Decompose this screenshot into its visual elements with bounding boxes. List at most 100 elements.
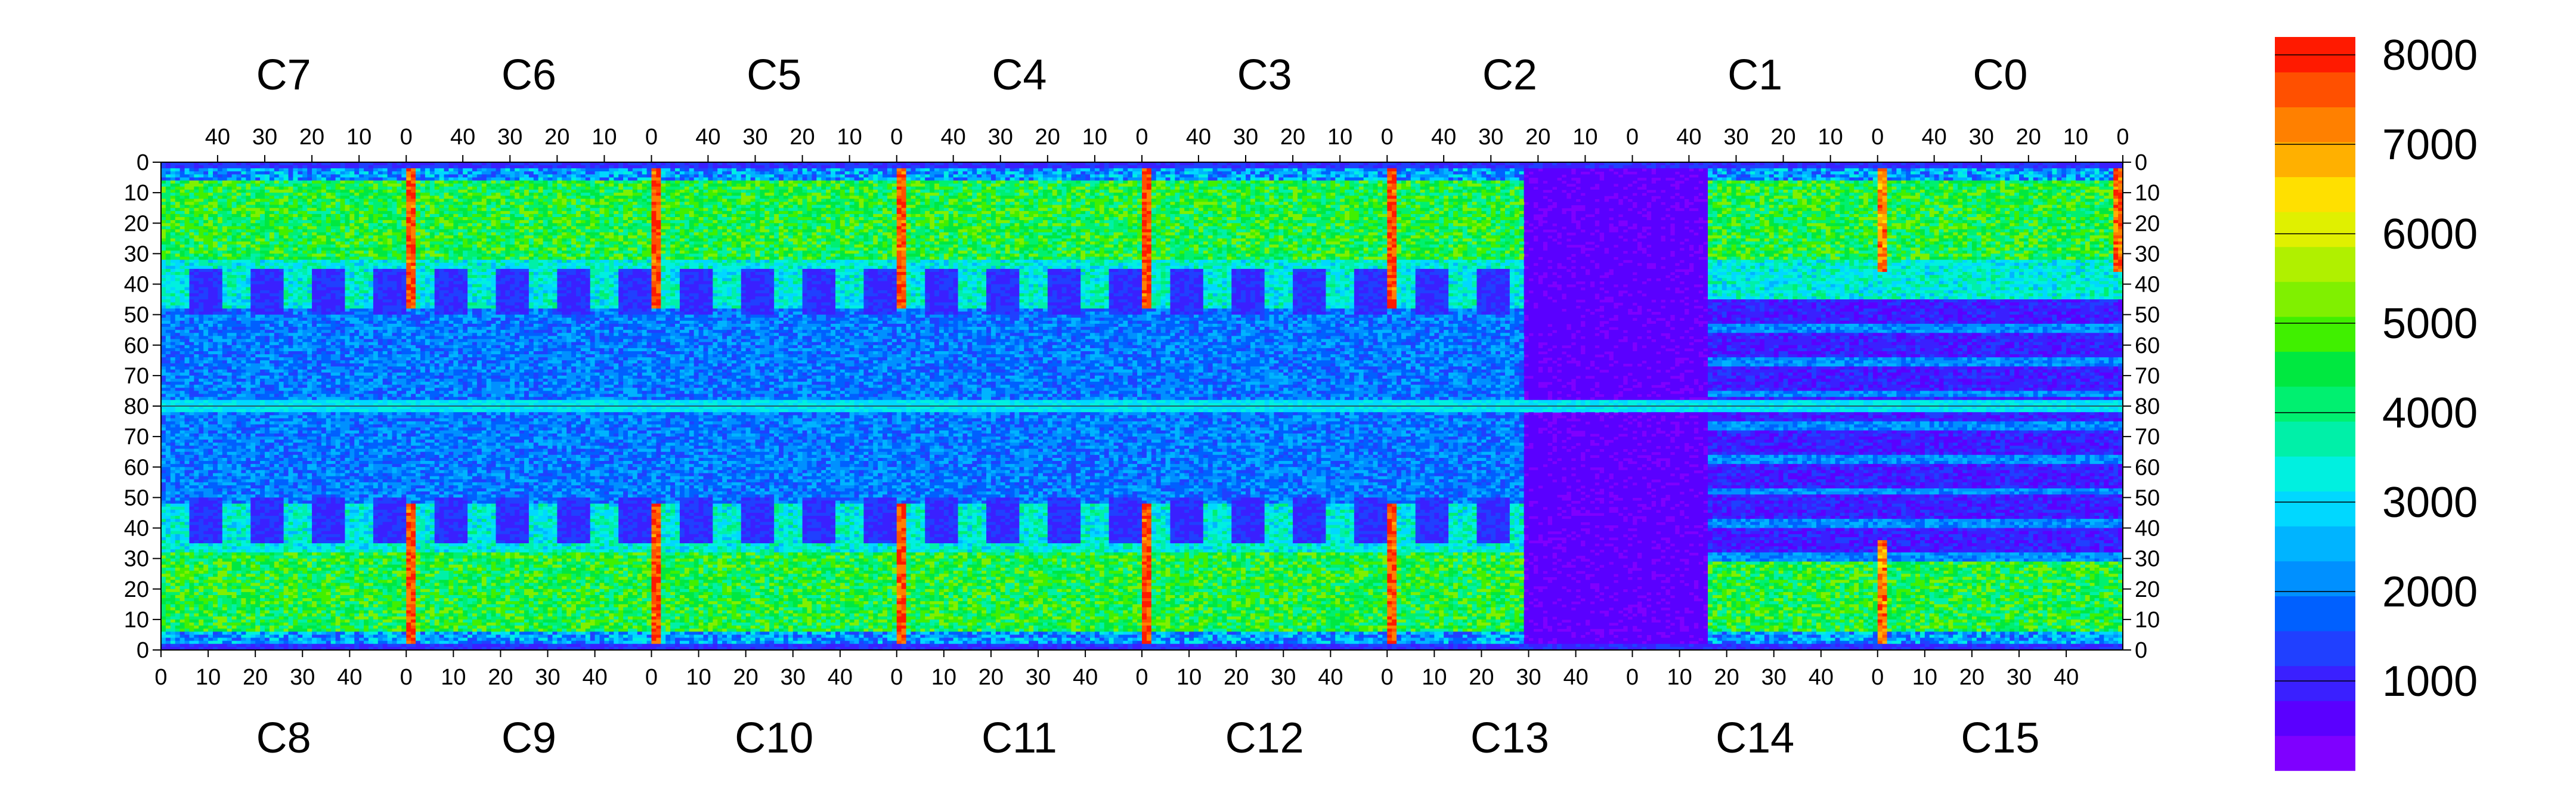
heatmap-cell (1727, 168, 1732, 172)
heatmap-cell (1137, 165, 1143, 169)
heatmap-cell (1439, 174, 1448, 178)
heatmap-cell (1906, 168, 1911, 172)
heatmap-cell (1788, 165, 1797, 169)
heatmap-cell (1118, 174, 1123, 178)
heatmap-cell (1194, 168, 1199, 172)
heatmap-cell (2019, 174, 2024, 178)
heatmap-cell (171, 178, 176, 181)
heatmap-cell (2113, 174, 2119, 178)
heatmap-cell (482, 165, 491, 169)
heatmap-cell (222, 174, 228, 178)
heatmap-cell (2090, 174, 2095, 178)
heatmap-cell (534, 168, 539, 172)
heatmap-cell (524, 171, 534, 175)
heatmap-cell (1868, 174, 1878, 178)
heatmap-cell (1496, 165, 1505, 169)
heatmap-cell (609, 171, 614, 175)
heatmap-cell (1967, 174, 1973, 178)
heatmap-cell (1109, 165, 1114, 169)
heatmap-cell (755, 171, 760, 175)
heatmap-cell (2024, 171, 2029, 175)
heatmap-cell (1453, 171, 1459, 175)
heatmap-cell (2076, 174, 2081, 178)
heatmap-cell (1397, 165, 1420, 169)
heatmap-cell (1448, 174, 1454, 178)
heatmap-cell (647, 168, 652, 172)
heatmap-cell (1769, 174, 1775, 178)
heatmap-cell (779, 174, 784, 178)
heatmap-cell (420, 168, 426, 172)
heatmap-cell (1972, 171, 1977, 175)
heatmap-cell (892, 174, 897, 178)
heatmap-cell (1444, 171, 1453, 175)
heatmap-cell (383, 174, 388, 178)
heatmap-cell (1458, 168, 1463, 172)
heatmap-cell (675, 171, 680, 175)
heatmap-cell (472, 174, 478, 178)
heatmap-cell (255, 171, 265, 175)
heatmap-cell (991, 168, 996, 172)
heatmap-cell (411, 171, 416, 175)
heatmap-cell (1722, 171, 1727, 175)
heatmap-cell (1307, 168, 1312, 172)
heatmap-cell (1411, 171, 1416, 175)
heatmap-cell (1199, 174, 1208, 178)
heatmap-cell (1349, 168, 1359, 172)
heatmap-cell (1241, 165, 1246, 169)
heatmap-cell (1821, 165, 1826, 169)
heatmap-cell (1114, 171, 1119, 175)
heatmap-cell (628, 174, 633, 178)
heatmap-cell (345, 168, 354, 172)
heatmap-cell (647, 174, 652, 178)
heatmap-cell (1043, 171, 1048, 175)
heatmap-cell (1797, 171, 1803, 175)
heatmap-cell (250, 174, 256, 178)
heatmap-cell (1109, 171, 1114, 175)
heatmap-cell (982, 171, 987, 175)
heatmap-cell (1967, 168, 1973, 172)
heatmap-cell (784, 174, 789, 178)
heatmap-cell (293, 165, 298, 169)
heatmap-cell (1515, 171, 1520, 175)
heatmap-cell (1066, 174, 1072, 178)
heatmap-cell (751, 165, 765, 169)
heatmap-cell (600, 174, 609, 178)
heatmap-cell (1911, 165, 1916, 169)
heatmap-cell (713, 174, 718, 178)
heatmap-cell (2000, 168, 2005, 172)
heatmap-cell (1840, 171, 1845, 175)
heatmap-cell (1241, 171, 1246, 175)
heatmap-cell (1377, 174, 1383, 178)
heatmap-cell (769, 174, 775, 178)
heatmap-cell (1925, 165, 1930, 169)
heatmap-cell (1434, 165, 1439, 169)
heatmap-cell (1373, 171, 1379, 175)
heatmap-cell (1330, 171, 1336, 175)
heatmap-cell (1335, 171, 1345, 175)
heatmap-cell (453, 165, 459, 169)
heatmap-cell (623, 165, 642, 169)
heatmap-cell (2019, 165, 2033, 169)
heatmap-cell (1802, 165, 1807, 169)
heatmap-cell (1953, 171, 1958, 175)
heatmap-cell (1349, 174, 1355, 178)
heatmap-cell (359, 174, 364, 178)
heatmap-cell (1349, 171, 1355, 175)
heatmap-cell (1439, 168, 1444, 172)
heatmap-cell (930, 171, 944, 175)
heatmap-cell (458, 165, 482, 169)
heatmap-cell (704, 174, 709, 178)
heatmap-cell (1717, 168, 1723, 172)
heatmap-cell (378, 174, 383, 178)
heatmap-cell (1128, 174, 1133, 178)
heatmap-cell (986, 171, 992, 175)
heatmap-cell (1095, 174, 1100, 178)
heatmap-cell (854, 171, 860, 175)
heatmap-cell (538, 171, 544, 175)
heatmap-cell (1302, 174, 1312, 178)
heatmap-cell (661, 168, 670, 172)
heatmap-cell (312, 174, 317, 178)
heatmap-cell (1948, 174, 1953, 178)
heatmap-cell (713, 168, 718, 172)
heatmap-cell (1925, 174, 1930, 178)
